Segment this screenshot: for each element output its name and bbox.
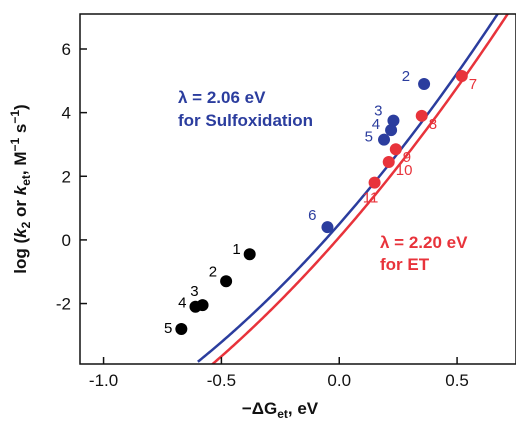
et-annotation-line2: for ET <box>380 255 430 274</box>
y-tick-label: -2 <box>56 295 71 314</box>
sulfoxidation-point-label: 6 <box>308 207 316 224</box>
uncorrelated-point <box>220 275 233 288</box>
x-tick-label: 0.0 <box>327 371 351 390</box>
y-axis-title: log (k2 or ket, M−1 s−1) <box>8 104 33 273</box>
sulfoxidation-point <box>321 221 334 234</box>
uncorrelated-point <box>175 323 188 335</box>
et-point <box>382 155 395 168</box>
sulfox-annotation-line2: for Sulfoxidation <box>178 111 313 130</box>
y-tick-label: 4 <box>62 104 71 123</box>
y-tick-label: 0 <box>62 231 71 250</box>
uncorrelated-point <box>243 248 256 261</box>
et-point <box>368 176 381 189</box>
et-point-label: 7 <box>469 76 477 93</box>
et-point <box>455 70 468 83</box>
sulfoxidation-point-label: 4 <box>372 116 380 133</box>
x-axis-title: −ΔGet, eV <box>242 399 319 421</box>
axes: -1.0 -0.5 0.0 0.5 -2 0 2 4 6 −ΔGet, eV log (k2 or … <box>8 40 469 421</box>
et-point-label: 9 <box>403 149 411 166</box>
sulfox-annotation-line1: λ = 2.06 eV <box>178 88 266 107</box>
et-point <box>415 109 428 122</box>
x-tick-label: -1.0 <box>89 371 118 390</box>
et-point-label: 10 <box>396 162 413 179</box>
sulfoxidation-point-label: 2 <box>402 68 410 85</box>
et-annotation-line1: λ = 2.20 eV <box>380 233 468 252</box>
y-tick-label: 2 <box>62 167 71 186</box>
uncorrelated-point-label: 2 <box>209 263 217 280</box>
sulfoxidation-point-label: 3 <box>374 103 382 120</box>
y-tick-label: 6 <box>62 40 71 59</box>
et-point-label: 8 <box>429 116 437 133</box>
sulfoxidation-point <box>387 114 400 127</box>
uncorrelated-point-label: 4 <box>178 295 186 312</box>
annotations: λ = 2.06 eV for Sulfoxidation λ = 2.20 eV f… <box>178 88 468 274</box>
uncorrelated-point-label: 5 <box>164 320 172 337</box>
x-tick-label: 0.5 <box>445 371 469 390</box>
plot-frame <box>79 13 516 365</box>
sulfoxidation-fit-curve <box>197 14 500 363</box>
uncorrelated-point <box>189 300 202 313</box>
et-point <box>389 143 402 156</box>
sulfoxidation-point <box>378 133 391 146</box>
uncorrelated-point-label: 1 <box>232 241 240 258</box>
uncorrelated-point-label: 3 <box>190 283 198 300</box>
sulfoxidation-point-label: 5 <box>365 129 373 146</box>
sulfoxidation-point <box>385 124 398 137</box>
sulfoxidation-point <box>418 78 431 90</box>
et-point-label: 11 <box>363 190 379 207</box>
x-tick-label: -0.5 <box>207 371 236 390</box>
